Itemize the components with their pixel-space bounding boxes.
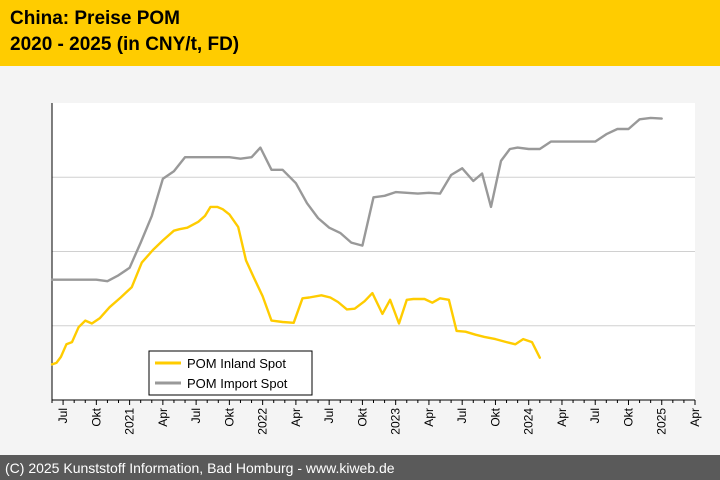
price-chart: Jul Okt 2021 Apr Jul Okt 2022 Apr Jul Okt 2023 Apr J… [50, 103, 702, 435]
x-tick-label: Okt [222, 407, 236, 426]
x-tick-label: Apr [555, 408, 569, 427]
series-line-pom-import-spot [50, 116, 663, 283]
legend-label-pom-inland-spot: POM Inland Spot [187, 356, 286, 371]
x-tick-label: Okt [488, 407, 502, 426]
x-tick-label: Jul [588, 408, 602, 423]
copyright-text: (C) 2025 Kunststoff Information, Bad Hom… [5, 460, 395, 476]
legend-box [148, 350, 313, 396]
x-tick-label: Jul [56, 408, 70, 423]
x-tick-label: Okt [621, 407, 635, 426]
x-tick-label: Apr [289, 408, 303, 427]
x-tick-label: Apr [156, 408, 170, 427]
x-tick-label: Jul [189, 408, 203, 423]
x-tick-label: Apr [688, 408, 702, 427]
x-tick-label: 2022 [256, 408, 270, 435]
footer-bar: (C) 2025 Kunststoff Information, Bad Hom… [0, 455, 720, 480]
x-tick-label: 2025 [655, 408, 669, 435]
chart-title-line-2: 2020 - 2025 (in CNY/t, FD) [10, 34, 240, 55]
x-tick-label: Apr [422, 408, 436, 427]
x-tick-label: 2021 [123, 408, 137, 435]
x-tick-label: 2024 [522, 408, 536, 435]
series-line-pom-inland-spot [50, 205, 541, 366]
header-banner: China: Preise POM 2020 - 2025 (in CNY/t,… [0, 0, 720, 66]
x-tick-label: Okt [89, 407, 103, 426]
x-tick-label: 2023 [389, 408, 403, 435]
x-tick-label: Okt [355, 407, 369, 426]
x-tick-label: Jul [455, 408, 469, 423]
legend-label-pom-import-spot: POM Import Spot [187, 376, 288, 391]
x-tick-label: Jul [322, 408, 336, 423]
chart-title-line-1: China: Preise POM [10, 8, 180, 29]
